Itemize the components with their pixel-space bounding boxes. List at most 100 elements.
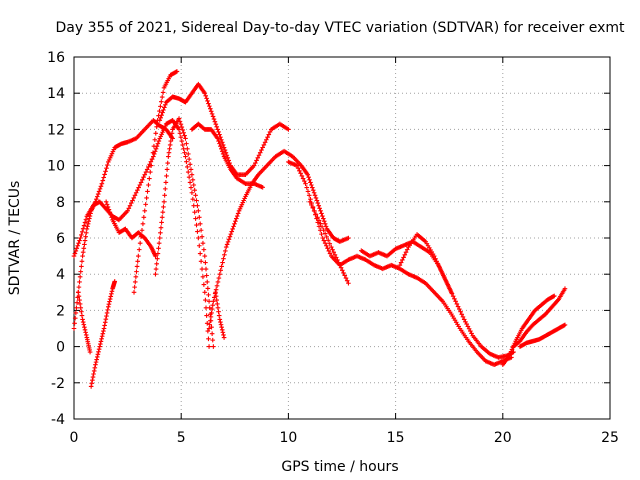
data-point xyxy=(88,384,94,389)
data-point xyxy=(436,264,442,269)
data-point xyxy=(205,286,211,291)
data-point xyxy=(259,147,264,153)
axis-ticks: 0 5 10 15 20 25 -4 -2 0 2 4 6 8 10 12 14 16 xyxy=(47,50,619,446)
data-point xyxy=(335,257,340,263)
data-point xyxy=(340,268,345,273)
data-point xyxy=(109,291,114,297)
data-point xyxy=(298,171,303,176)
data-point xyxy=(148,163,154,168)
data-point xyxy=(99,333,105,339)
data-point xyxy=(139,227,145,233)
data-point xyxy=(142,172,148,177)
data-point xyxy=(305,172,310,177)
data-point xyxy=(162,102,168,108)
data-point xyxy=(94,194,100,199)
data-point xyxy=(204,279,210,285)
data-point xyxy=(210,114,216,119)
data-point xyxy=(189,190,195,196)
y-tick-label: 12 xyxy=(47,122,65,138)
data-point xyxy=(134,264,140,269)
data-point xyxy=(104,313,109,319)
data-point xyxy=(157,108,162,114)
data-point xyxy=(320,235,326,241)
data-point xyxy=(176,116,182,121)
data-point xyxy=(74,246,80,251)
data-point xyxy=(96,346,102,352)
data-point xyxy=(226,236,232,242)
data-point xyxy=(182,133,187,138)
data-point xyxy=(404,247,410,252)
data-point xyxy=(153,146,159,152)
data-point xyxy=(72,321,77,326)
data-point xyxy=(309,182,314,188)
data-point xyxy=(167,146,172,152)
data-point xyxy=(98,341,103,347)
data-point xyxy=(101,328,106,334)
data-point xyxy=(260,185,265,190)
data-point xyxy=(104,202,110,207)
y-tick-label: 16 xyxy=(47,50,65,66)
data-point xyxy=(317,205,322,211)
data-point xyxy=(221,145,227,150)
data-point xyxy=(223,150,229,155)
data-point xyxy=(257,150,263,155)
data-point xyxy=(167,142,173,148)
data-point xyxy=(219,264,224,269)
data-point xyxy=(79,232,84,238)
data-point xyxy=(445,282,450,287)
data-point xyxy=(460,314,466,320)
data-point xyxy=(253,160,258,166)
data-point xyxy=(193,216,198,221)
data-point xyxy=(157,118,163,123)
data-point xyxy=(206,101,211,106)
data-point xyxy=(162,105,167,110)
data-point xyxy=(106,304,111,310)
data-point xyxy=(307,177,312,183)
data-point xyxy=(147,169,153,175)
data-point xyxy=(80,319,86,325)
data-point xyxy=(158,104,163,109)
data-point xyxy=(204,313,209,318)
data-point xyxy=(286,127,291,132)
data-point xyxy=(98,339,104,344)
data-point xyxy=(188,185,194,190)
data-point xyxy=(209,331,215,336)
data-point xyxy=(218,322,224,327)
data-point xyxy=(107,299,112,304)
data-point xyxy=(322,240,328,246)
data-point xyxy=(444,279,449,285)
data-point xyxy=(219,327,225,333)
data-point xyxy=(91,368,97,374)
data-point xyxy=(158,115,163,121)
data-point xyxy=(187,180,193,185)
data-point xyxy=(211,116,217,122)
data-point xyxy=(202,290,208,295)
data-point xyxy=(153,130,159,136)
data-point xyxy=(313,211,319,217)
data-point xyxy=(136,253,141,259)
data-point xyxy=(447,287,453,293)
data-point xyxy=(262,140,268,145)
y-tick-label: 10 xyxy=(47,159,65,175)
data-point xyxy=(192,209,197,215)
data-point xyxy=(126,205,132,211)
data-point xyxy=(321,238,327,243)
data-point xyxy=(397,262,403,268)
data-point xyxy=(318,221,323,226)
series-track-8 xyxy=(157,81,291,177)
data-point xyxy=(82,324,87,330)
data-point xyxy=(457,306,462,312)
data-point xyxy=(81,223,87,228)
data-point xyxy=(72,251,78,256)
data-point xyxy=(133,190,139,196)
data-point xyxy=(104,310,110,316)
y-axis-label: SDTVAR / TECUs xyxy=(7,181,23,296)
data-point xyxy=(220,151,226,157)
data-point xyxy=(235,211,241,216)
data-point xyxy=(195,229,200,234)
data-point xyxy=(153,271,158,277)
data-point xyxy=(266,132,272,137)
data-point xyxy=(435,261,441,267)
data-point xyxy=(221,256,226,261)
